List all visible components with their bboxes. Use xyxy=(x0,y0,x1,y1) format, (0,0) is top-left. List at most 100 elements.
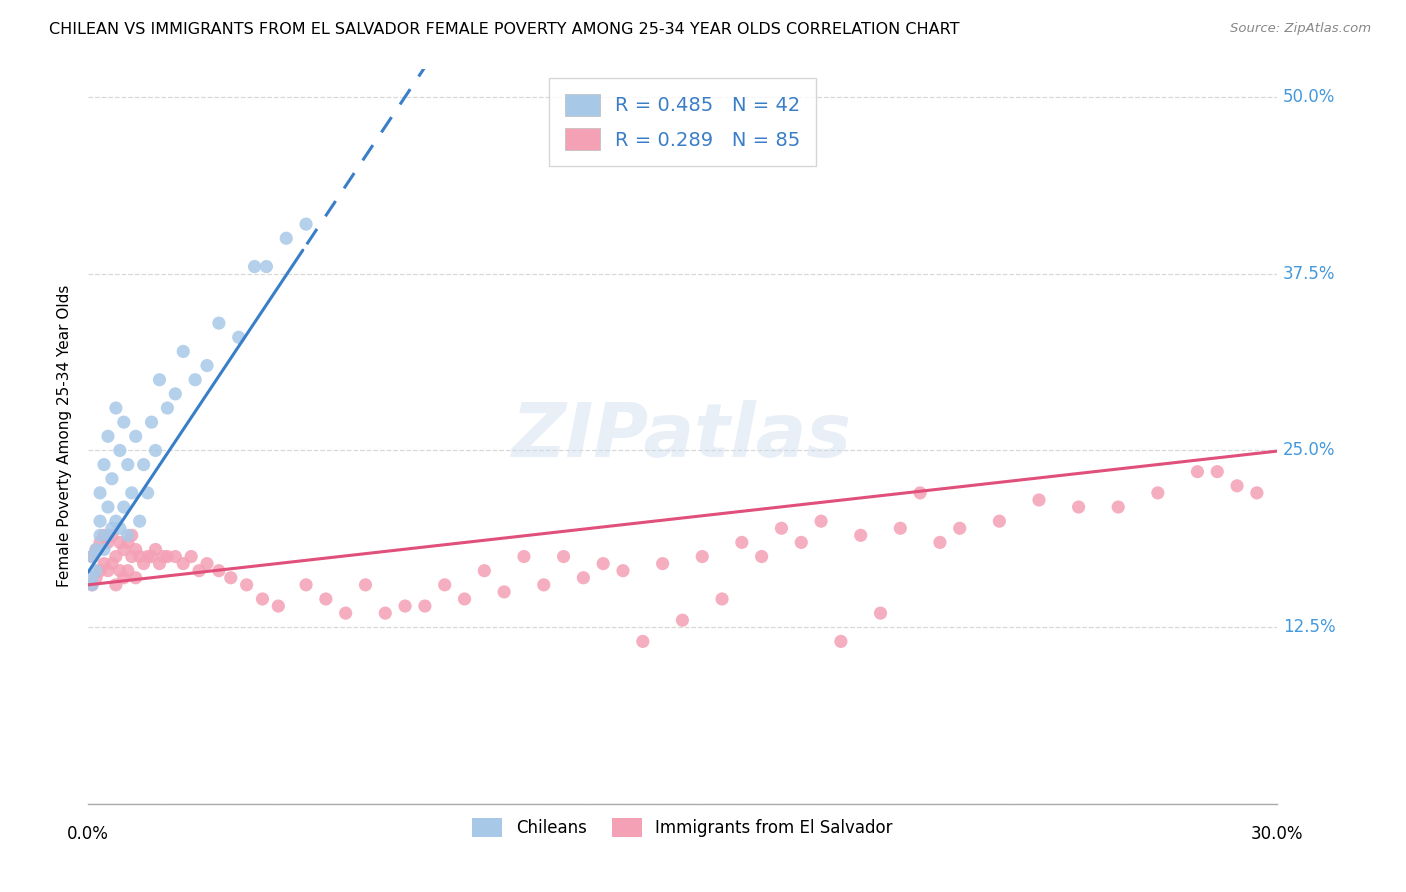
Point xyxy=(101,528,124,542)
Point xyxy=(929,535,952,549)
Point xyxy=(908,486,931,500)
Point xyxy=(108,521,131,535)
Point xyxy=(93,557,115,571)
Point xyxy=(651,557,673,571)
Point xyxy=(104,578,127,592)
Point xyxy=(553,549,575,564)
Point xyxy=(513,549,536,564)
Point xyxy=(136,486,159,500)
Point xyxy=(97,535,120,549)
Point xyxy=(117,564,139,578)
Point xyxy=(612,564,634,578)
Point xyxy=(141,415,163,429)
Point xyxy=(152,549,174,564)
Point xyxy=(276,231,298,245)
Text: 0.0%: 0.0% xyxy=(67,825,110,843)
Point xyxy=(97,564,120,578)
Point xyxy=(112,571,135,585)
Point xyxy=(188,564,211,578)
Point xyxy=(132,458,155,472)
Point xyxy=(830,634,852,648)
Point xyxy=(89,535,111,549)
Point xyxy=(128,514,150,528)
Point xyxy=(121,549,143,564)
Text: 37.5%: 37.5% xyxy=(1282,265,1336,283)
Point xyxy=(494,585,516,599)
Point xyxy=(172,557,194,571)
Point xyxy=(988,514,1011,528)
Point xyxy=(184,373,207,387)
Point xyxy=(112,542,135,557)
Point xyxy=(82,549,104,564)
Point xyxy=(145,443,167,458)
Point xyxy=(394,599,416,613)
Point xyxy=(121,486,143,500)
Text: 25.0%: 25.0% xyxy=(1282,442,1336,459)
Point xyxy=(132,557,155,571)
Point xyxy=(104,549,127,564)
Point xyxy=(1246,486,1268,500)
Point xyxy=(631,634,654,648)
Point xyxy=(97,429,120,443)
Point xyxy=(295,217,318,231)
Point xyxy=(849,528,872,542)
Point xyxy=(104,401,127,415)
Point xyxy=(267,599,290,613)
Text: 12.5%: 12.5% xyxy=(1282,618,1336,636)
Point xyxy=(949,521,972,535)
Point xyxy=(93,528,115,542)
Point xyxy=(82,578,104,592)
Point xyxy=(1206,465,1229,479)
Point xyxy=(254,260,277,274)
Point xyxy=(84,564,107,578)
Point xyxy=(208,316,231,330)
Point xyxy=(869,606,891,620)
Point xyxy=(97,500,120,514)
Point xyxy=(112,500,135,514)
Point xyxy=(208,564,231,578)
Point xyxy=(413,599,436,613)
Point xyxy=(731,535,754,549)
Point xyxy=(1226,479,1249,493)
Point xyxy=(1067,500,1090,514)
Point xyxy=(219,571,242,585)
Point xyxy=(592,557,614,571)
Point xyxy=(148,373,170,387)
Point xyxy=(121,528,143,542)
Point xyxy=(790,535,813,549)
Point xyxy=(533,578,555,592)
Point xyxy=(101,521,124,535)
Point xyxy=(117,528,139,542)
Point xyxy=(128,549,150,564)
Text: 30.0%: 30.0% xyxy=(1250,825,1303,843)
Point xyxy=(165,549,187,564)
Point xyxy=(82,571,104,585)
Point xyxy=(354,578,377,592)
Text: ZIPatlas: ZIPatlas xyxy=(512,400,852,473)
Point xyxy=(82,578,104,592)
Point xyxy=(1028,492,1050,507)
Point xyxy=(93,458,115,472)
Point xyxy=(84,542,107,557)
Point xyxy=(89,564,111,578)
Point xyxy=(228,330,250,344)
Point xyxy=(84,571,107,585)
Point xyxy=(433,578,456,592)
Point xyxy=(141,549,163,564)
Point xyxy=(125,571,148,585)
Point xyxy=(1187,465,1209,479)
Point xyxy=(101,557,124,571)
Point xyxy=(453,592,475,607)
Point xyxy=(89,528,111,542)
Point xyxy=(572,571,595,585)
Point xyxy=(195,359,218,373)
Point xyxy=(93,542,115,557)
Point xyxy=(89,514,111,528)
Point xyxy=(108,443,131,458)
Point xyxy=(711,592,734,607)
Point xyxy=(810,514,832,528)
Point xyxy=(335,606,357,620)
Legend: Chileans, Immigrants from El Salvador: Chileans, Immigrants from El Salvador xyxy=(465,811,898,844)
Point xyxy=(145,542,167,557)
Point xyxy=(889,521,911,535)
